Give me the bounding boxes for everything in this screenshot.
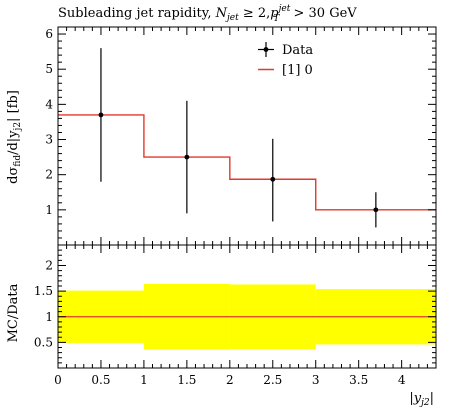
data-points bbox=[98, 48, 379, 228]
ratio-y-tick-label: 0.5 bbox=[34, 335, 53, 349]
mc-histogram bbox=[58, 114, 436, 211]
main-panel-frame bbox=[57, 26, 437, 246]
x-tick-label: 2.5 bbox=[263, 373, 282, 387]
ratio-y-axis-label: MC/Data bbox=[6, 283, 21, 342]
legend: Data [1] 0 bbox=[258, 42, 313, 78]
y-tick-label: 3 bbox=[45, 133, 53, 147]
x-tick-label: 3.5 bbox=[349, 373, 368, 387]
y-tick-label: 5 bbox=[45, 62, 53, 76]
y-axis-label: dσfid/d|yj2| [fb] bbox=[6, 90, 23, 184]
y-tick-label: 1 bbox=[45, 203, 53, 217]
x-tick-label: 0 bbox=[54, 373, 62, 387]
legend-data-label: Data bbox=[282, 43, 313, 58]
data-point bbox=[270, 176, 276, 182]
x-axis-label: |yj2| bbox=[409, 391, 434, 407]
mc-histogram-line bbox=[58, 114, 436, 211]
legend-mc-label: [1] 0 bbox=[282, 63, 313, 78]
x-tick-label: 3 bbox=[312, 373, 320, 387]
x-ticks: 0 0.5 1 1.5 2 2.5 3 3.5 4 bbox=[54, 27, 428, 387]
data-point bbox=[184, 154, 190, 160]
chart-title: Subleading jet rapidity, Njet ≥ 2,pjet T … bbox=[58, 4, 357, 24]
x-tick-label: 0.5 bbox=[91, 373, 110, 387]
data-point bbox=[98, 112, 104, 118]
ratio-y-tick-label: 1.5 bbox=[34, 284, 53, 298]
data-point bbox=[373, 207, 379, 213]
x-tick-label: 1.5 bbox=[177, 373, 196, 387]
y-tick-label: 6 bbox=[45, 27, 53, 41]
y-tick-label: 2 bbox=[45, 168, 53, 182]
y-tick-label: 4 bbox=[45, 97, 53, 111]
ratio-y-tick-label: 1 bbox=[45, 310, 53, 324]
x-tick-label: 2 bbox=[226, 373, 234, 387]
legend-data-marker bbox=[263, 47, 269, 52]
main-y-ticks: 1 2 3 4 5 6 bbox=[45, 27, 436, 239]
x-tick-label: 4 bbox=[398, 373, 406, 387]
x-tick-label: 1 bbox=[140, 373, 148, 387]
ratio-y-tick-label: 2 bbox=[45, 259, 53, 273]
ratio-y-ticks: 0.5 1 1.5 2 bbox=[34, 249, 436, 364]
